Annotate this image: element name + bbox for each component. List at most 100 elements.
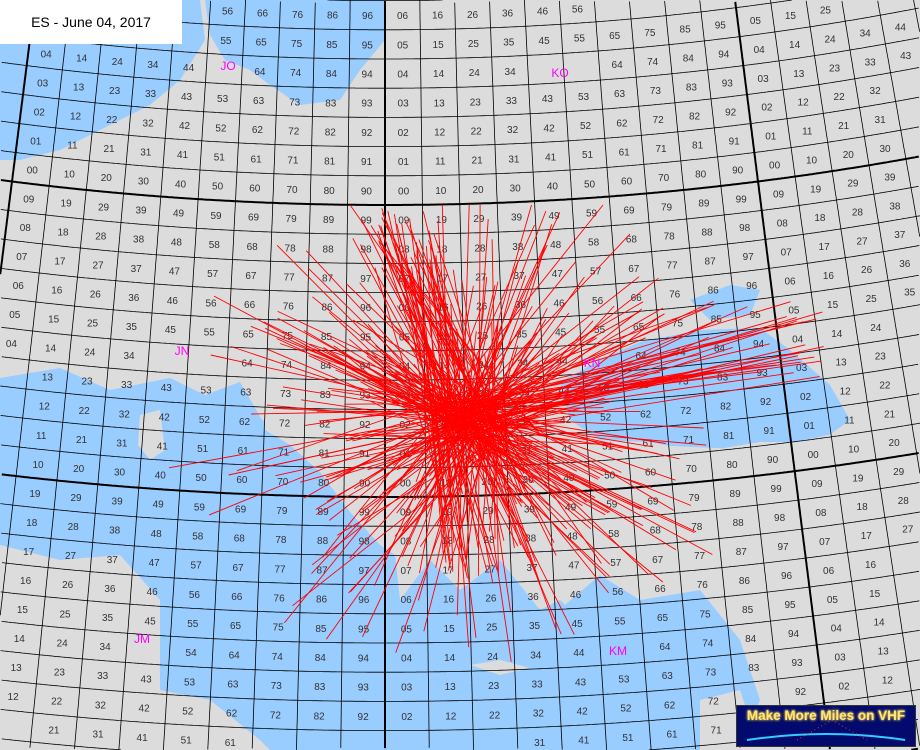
grid-parallel <box>0 245 920 293</box>
square-label: 79 <box>661 202 673 213</box>
square-label: 57 <box>207 269 219 280</box>
square-label: 14 <box>76 53 88 64</box>
grid-meridian <box>770 0 876 750</box>
square-label: 87 <box>316 565 328 576</box>
square-label: 48 <box>171 238 183 249</box>
square-label: 74 <box>290 68 302 79</box>
square-label: 38 <box>133 235 145 246</box>
square-label: 92 <box>359 420 371 431</box>
square-label: 95 <box>750 310 762 321</box>
qso-paths <box>168 204 824 662</box>
square-label: 76 <box>669 290 681 301</box>
square-label: 49 <box>565 502 577 513</box>
square-label: 35 <box>102 613 114 624</box>
square-label: 06 <box>784 276 796 287</box>
square-label: 95 <box>784 600 796 611</box>
square-label: 74 <box>272 652 284 663</box>
grid-meridian <box>29 1 106 748</box>
square-label: 06 <box>13 281 25 292</box>
square-label: 32 <box>533 709 545 720</box>
square-label: 95 <box>358 624 370 635</box>
square-label: 24 <box>824 35 836 46</box>
square-label: 63 <box>614 89 626 100</box>
square-label: 36 <box>104 584 116 595</box>
square-label: 85 <box>321 332 333 343</box>
square-label: 93 <box>361 99 373 110</box>
logo-text: Make More Miles on VHF <box>746 708 906 723</box>
square-label: 00 <box>27 165 39 176</box>
square-label: 52 <box>620 704 632 715</box>
square-label: 94 <box>360 362 372 373</box>
square-label: 78 <box>275 535 287 546</box>
square-label: 23 <box>470 97 482 108</box>
square-label: 76 <box>697 580 709 591</box>
square-label: 95 <box>715 20 727 31</box>
square-label: 86 <box>739 576 751 587</box>
square-label: 67 <box>628 264 640 275</box>
square-label: 68 <box>650 526 662 537</box>
square-label: 89 <box>323 215 335 226</box>
qso-path <box>420 301 791 415</box>
square-label: 26 <box>476 302 488 313</box>
field-label-km: KM <box>609 644 627 658</box>
square-label: 25 <box>87 319 99 330</box>
qso-path <box>404 220 525 475</box>
square-label: 87 <box>705 257 717 268</box>
logo-graphic <box>746 719 906 741</box>
square-label: 95 <box>362 40 374 51</box>
square-label: 11 <box>67 140 78 151</box>
square-label: 82 <box>314 711 326 722</box>
square-label: 08 <box>777 219 789 230</box>
square-label: 08 <box>400 537 412 548</box>
square-label: 94 <box>788 629 800 640</box>
square-label: 13 <box>434 98 446 109</box>
square-label: 72 <box>270 710 282 721</box>
square-label: 68 <box>234 534 246 545</box>
qso-path <box>349 349 541 559</box>
square-label: 04 <box>831 624 843 635</box>
square-label: 02 <box>400 420 412 431</box>
square-label: 42 <box>577 706 589 717</box>
square-label: 62 <box>616 118 628 129</box>
square-label: 61 <box>619 147 631 158</box>
square-label: 81 <box>692 140 704 151</box>
square-label: 83 <box>717 373 729 384</box>
grid-parallel <box>1 511 920 556</box>
square-label: 31 <box>875 115 887 126</box>
square-label: 30 <box>523 475 535 486</box>
square-label: 22 <box>879 381 891 392</box>
qso-path <box>484 376 820 431</box>
square-label: 22 <box>51 697 63 708</box>
square-label: 91 <box>361 157 373 168</box>
square-label: 05 <box>750 16 762 27</box>
square-label: 14 <box>789 40 801 51</box>
square-label: 22 <box>834 92 846 103</box>
square-label: 38 <box>512 242 524 253</box>
square-label: 76 <box>274 594 286 605</box>
square-label: 56 <box>572 5 584 16</box>
square-label: 82 <box>720 402 732 413</box>
square-label: 19 <box>436 215 448 226</box>
square-label: 67 <box>232 563 244 574</box>
square-label: 04 <box>6 339 18 350</box>
square-label: 87 <box>322 274 334 285</box>
square-label: 57 <box>191 561 203 572</box>
square-label: 80 <box>318 478 330 489</box>
square-label: 06 <box>399 303 411 314</box>
square-label: 68 <box>247 242 259 253</box>
square-label: 90 <box>361 186 373 197</box>
square-label: 75 <box>273 623 285 634</box>
square-label: 62 <box>252 125 264 136</box>
square-label: 90 <box>767 455 779 466</box>
square-label: 15 <box>785 11 797 22</box>
grid-meridian <box>629 1 696 750</box>
square-label: 23 <box>875 352 887 363</box>
square-label: 60 <box>621 177 633 188</box>
square-label: 51 <box>214 153 226 164</box>
square-label: 79 <box>286 214 298 225</box>
qso-path <box>437 220 453 433</box>
square-label: 83 <box>320 390 332 401</box>
square-label: 35 <box>126 322 138 333</box>
square-label: 64 <box>242 359 254 370</box>
